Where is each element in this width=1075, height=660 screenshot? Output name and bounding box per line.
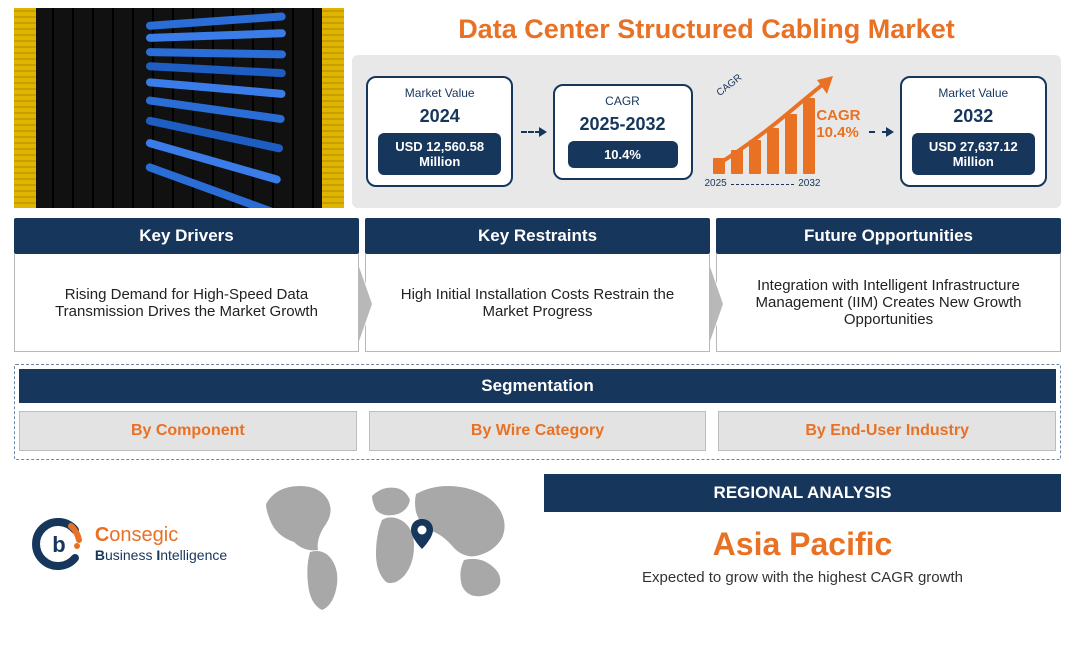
metric-value: 10.4% bbox=[568, 141, 678, 168]
metric-value: USD 12,560.58 Million bbox=[378, 133, 501, 175]
factor-title: Key Drivers bbox=[14, 218, 359, 254]
segmentation-item: By End-User Industry bbox=[718, 411, 1056, 451]
factor-opportunities: Future Opportunities Integration with In… bbox=[716, 218, 1061, 352]
metric-label: Market Value bbox=[405, 86, 475, 100]
factor-restraints: Key Restraints High Initial Installation… bbox=[365, 218, 710, 352]
logo-area: b Consegic Business Intelligence bbox=[14, 474, 244, 614]
map-pin-icon bbox=[411, 519, 433, 554]
world-map bbox=[254, 474, 534, 614]
factor-drivers: Key Drivers Rising Demand for High-Speed… bbox=[14, 218, 359, 352]
metric-label: Market Value bbox=[938, 86, 1008, 100]
regional-title: REGIONAL ANALYSIS bbox=[544, 474, 1061, 512]
regional-subtitle: Expected to grow with the highest CAGR g… bbox=[548, 569, 1057, 586]
segmentation-item: By Component bbox=[19, 411, 357, 451]
growth-chart: CAGR CAGR 10.4% 2025 2032 bbox=[701, 74, 861, 189]
metric-box-2032: Market Value 2032 USD 27,637.12 Million bbox=[900, 76, 1047, 187]
factor-title: Key Restraints bbox=[365, 218, 710, 254]
segmentation-panel: Segmentation By Component By Wire Catego… bbox=[14, 364, 1061, 460]
metric-year: 2024 bbox=[420, 106, 460, 127]
logo-text: Consegic Business Intelligence bbox=[95, 525, 227, 563]
hero-image bbox=[14, 8, 344, 208]
segmentation-title: Segmentation bbox=[19, 369, 1056, 403]
brand-logo: b Consegic Business Intelligence bbox=[31, 516, 227, 572]
factors-row: Key Drivers Rising Demand for High-Speed… bbox=[0, 208, 1075, 360]
metric-range: 2025-2032 bbox=[579, 114, 665, 135]
cagr-label: CAGR 10.4% bbox=[816, 108, 860, 141]
bottom-row: b Consegic Business Intelligence bbox=[0, 468, 1075, 624]
factor-text: Integration with Intelligent Infrastruct… bbox=[716, 254, 1061, 352]
arrow-icon bbox=[731, 184, 795, 195]
arrow-icon bbox=[869, 131, 892, 133]
top-row: Data Center Structured Cabling Market Ma… bbox=[0, 0, 1075, 208]
regional-region: Asia Pacific bbox=[548, 526, 1057, 563]
factor-title: Future Opportunities bbox=[716, 218, 1061, 254]
segmentation-item: By Wire Category bbox=[369, 411, 707, 451]
metric-strip: Market Value 2024 USD 12,560.58 Million … bbox=[352, 55, 1061, 208]
year-to: 2032 bbox=[798, 178, 820, 189]
factor-text: High Initial Installation Costs Restrain… bbox=[365, 254, 710, 352]
factor-text: Rising Demand for High-Speed Data Transm… bbox=[14, 254, 359, 352]
metric-value: USD 27,637.12 Million bbox=[912, 133, 1035, 175]
metric-year: 2032 bbox=[953, 106, 993, 127]
metric-box-2024: Market Value 2024 USD 12,560.58 Million bbox=[366, 76, 513, 187]
metric-label: CAGR bbox=[605, 94, 640, 108]
page-title: Data Center Structured Cabling Market bbox=[352, 8, 1061, 55]
metric-box-cagr: CAGR 2025-2032 10.4% bbox=[553, 84, 693, 180]
year-from: 2025 bbox=[705, 178, 727, 189]
logo-mark-icon: b bbox=[31, 516, 87, 572]
arrow-icon bbox=[521, 131, 544, 133]
regional-panel: REGIONAL ANALYSIS Asia Pacific Expected … bbox=[544, 474, 1061, 614]
svg-text:b: b bbox=[52, 532, 65, 557]
